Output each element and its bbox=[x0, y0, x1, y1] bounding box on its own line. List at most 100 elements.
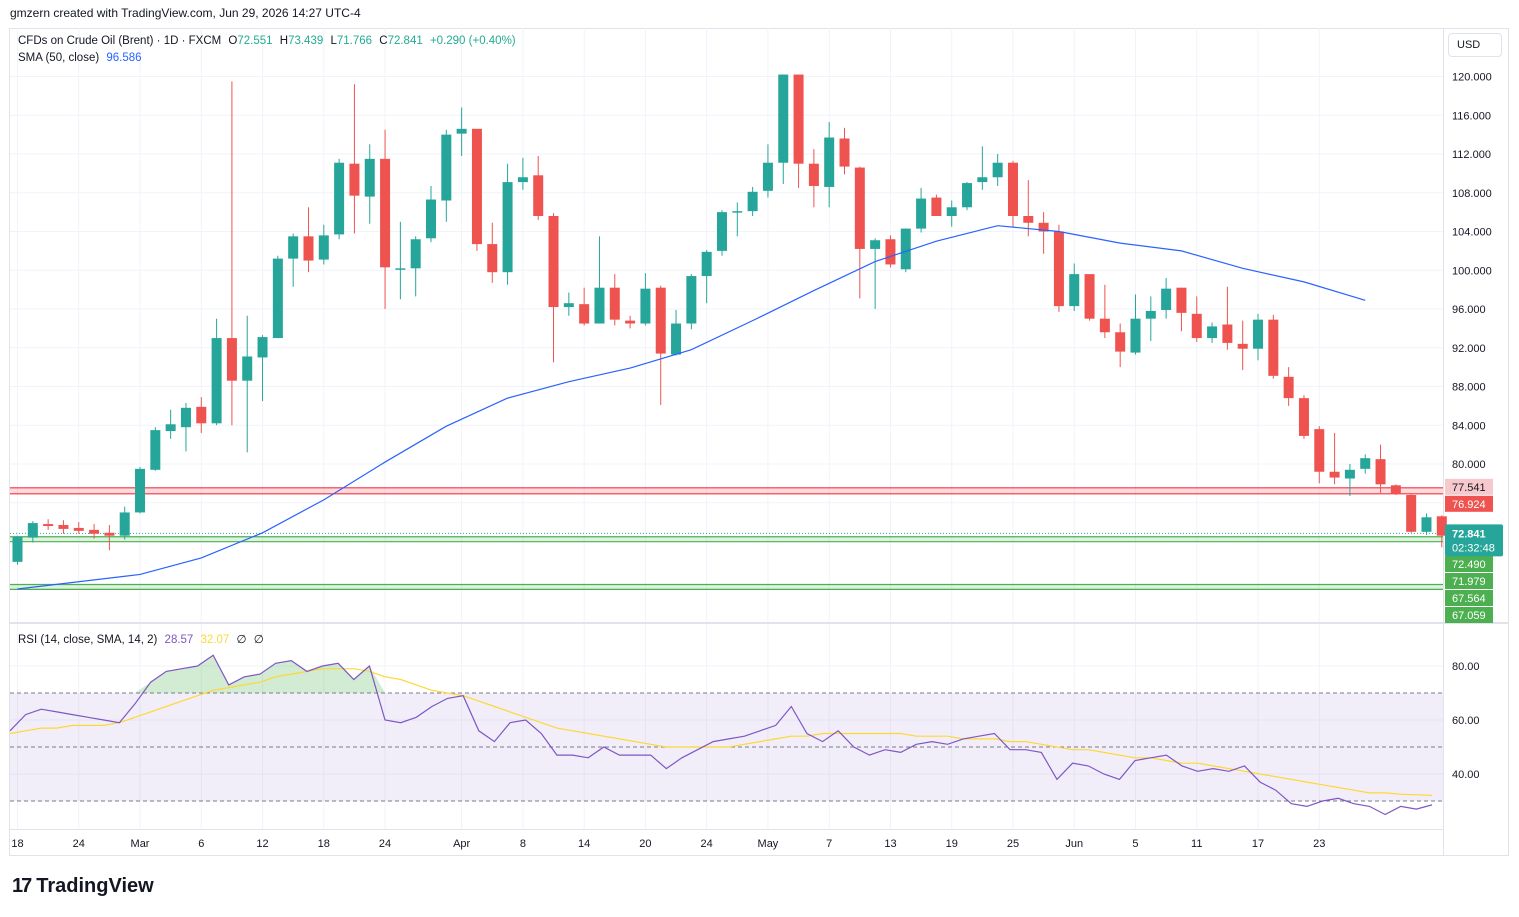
time-axis-label: 23 bbox=[1313, 838, 1325, 850]
candle-body bbox=[1115, 332, 1126, 352]
candle-body bbox=[43, 524, 54, 526]
sma-legend[interactable]: SMA (50, close) 96.586 bbox=[18, 52, 146, 64]
time-axis-label: 18 bbox=[318, 838, 330, 850]
candle-body bbox=[824, 137, 835, 187]
candle-body bbox=[808, 163, 819, 186]
candle-body bbox=[563, 303, 574, 308]
candle-body bbox=[1360, 458, 1371, 469]
candle-body bbox=[885, 239, 896, 265]
price-axis-label: 112.000 bbox=[1452, 149, 1491, 161]
candle-body bbox=[793, 74, 804, 164]
candle-body bbox=[1038, 222, 1049, 232]
candle-body bbox=[441, 134, 452, 201]
candle-body bbox=[962, 183, 973, 208]
rsi-ma-value: 32.07 bbox=[200, 634, 230, 646]
symbol-description[interactable]: CFDs on Crude Oil (Brent) · 1D · FXCM bbox=[18, 35, 222, 47]
candle-body bbox=[992, 162, 1003, 178]
time-axis-label: Mar bbox=[131, 838, 150, 850]
candle-body bbox=[1023, 216, 1034, 223]
candle-body bbox=[1207, 326, 1218, 339]
time-axis-label: 18 bbox=[11, 838, 23, 850]
candle-body bbox=[900, 228, 911, 270]
time-axis-label: 12 bbox=[256, 838, 268, 850]
open-label: O bbox=[228, 35, 238, 47]
candle-body bbox=[211, 338, 222, 424]
candle-body bbox=[1222, 324, 1233, 343]
price-axis-label: 104.000 bbox=[1452, 227, 1492, 239]
candle-body bbox=[1130, 318, 1141, 353]
support-2-lower-label: 67.059 bbox=[1452, 610, 1486, 622]
candle-body bbox=[272, 258, 283, 339]
candle-body bbox=[1161, 288, 1172, 310]
candle-body bbox=[487, 244, 498, 273]
price-legend: CFDs on Crude Oil (Brent) · 1D · FXCM O7… bbox=[18, 35, 520, 47]
change-value: +0.290 (+0.40%) bbox=[429, 35, 516, 47]
candle-body bbox=[380, 158, 391, 268]
resistance-zone bbox=[10, 487, 1443, 494]
candle-body bbox=[1253, 319, 1264, 349]
candle-body bbox=[364, 158, 375, 197]
support-zone-upper bbox=[10, 536, 1443, 542]
price-axis-label: 100.000 bbox=[1452, 265, 1492, 277]
candle-body bbox=[349, 163, 360, 196]
low-label: L bbox=[330, 35, 337, 47]
candle-body bbox=[1344, 469, 1355, 479]
time-axis-label: 7 bbox=[826, 838, 832, 850]
candle-body bbox=[165, 424, 176, 432]
bar-countdown-label: 02:32:48 bbox=[1452, 542, 1495, 554]
time-axis-label: 24 bbox=[379, 838, 391, 850]
candle-body bbox=[1099, 318, 1110, 333]
candle-body bbox=[762, 162, 773, 191]
price-axis-label: 80.000 bbox=[1452, 459, 1486, 471]
candle-body bbox=[1069, 274, 1080, 307]
candle-body bbox=[1329, 471, 1340, 478]
open-value: 72.551 bbox=[237, 35, 273, 47]
rsi-legend[interactable]: RSI (14, close, SMA, 14, 2) 28.57 32.07 … bbox=[18, 632, 268, 646]
candle-body bbox=[426, 199, 437, 239]
price-axis-label: 116.000 bbox=[1452, 110, 1491, 122]
candle-body bbox=[609, 287, 620, 320]
rsi-extra-2: ∅ bbox=[253, 634, 264, 646]
high-value: 73.439 bbox=[288, 35, 324, 47]
support-zone-lower bbox=[10, 584, 1443, 590]
candle-body bbox=[1191, 313, 1202, 339]
resistance-upper-label-bg bbox=[1445, 478, 1493, 495]
candle-body bbox=[931, 197, 942, 216]
time-axis-label: 19 bbox=[946, 838, 958, 850]
candle-body bbox=[655, 287, 666, 354]
candle-body bbox=[671, 323, 682, 355]
tradingview-logo[interactable]: 17 TradingView bbox=[12, 875, 154, 898]
time-axis-label: 24 bbox=[73, 838, 85, 850]
candle-body bbox=[12, 536, 23, 562]
chart-attribution: gmzern created with TradingView.com, Jun… bbox=[10, 6, 361, 20]
price-axis-label: 92.000 bbox=[1452, 343, 1486, 355]
candle-body bbox=[916, 198, 927, 229]
time-axis-label: 17 bbox=[1252, 838, 1264, 850]
last-price-label: 72.841 bbox=[1452, 528, 1486, 540]
time-axis-label: 20 bbox=[639, 838, 651, 850]
last-price-tag-bg bbox=[1445, 524, 1503, 557]
support-1-lower-label: 71.979 bbox=[1452, 576, 1486, 588]
currency-button[interactable]: USD bbox=[1448, 33, 1502, 57]
resistance-upper-label: 77.541 bbox=[1452, 482, 1486, 494]
candle-body bbox=[1007, 162, 1018, 216]
candle-body bbox=[732, 211, 743, 213]
candle-body bbox=[1237, 343, 1248, 349]
candle-body bbox=[1421, 517, 1432, 532]
candle-body bbox=[870, 240, 881, 249]
candle-body bbox=[1268, 319, 1279, 376]
close-value: 72.841 bbox=[387, 35, 423, 47]
time-axis-label: 24 bbox=[701, 838, 713, 850]
candle-body bbox=[180, 407, 191, 428]
candles bbox=[12, 74, 1463, 565]
candle-body bbox=[1176, 287, 1187, 313]
chart-frame[interactable] bbox=[9, 28, 1509, 856]
rsi-axis-label: 40.00 bbox=[1452, 769, 1480, 781]
time-axis-label: 25 bbox=[1007, 838, 1019, 850]
time-axis-label: 13 bbox=[884, 838, 896, 850]
candle-body bbox=[1084, 274, 1095, 319]
support-1-upper-label-bg bbox=[1445, 556, 1493, 572]
high-label: H bbox=[279, 35, 289, 47]
time-axis-label: 14 bbox=[578, 838, 590, 850]
